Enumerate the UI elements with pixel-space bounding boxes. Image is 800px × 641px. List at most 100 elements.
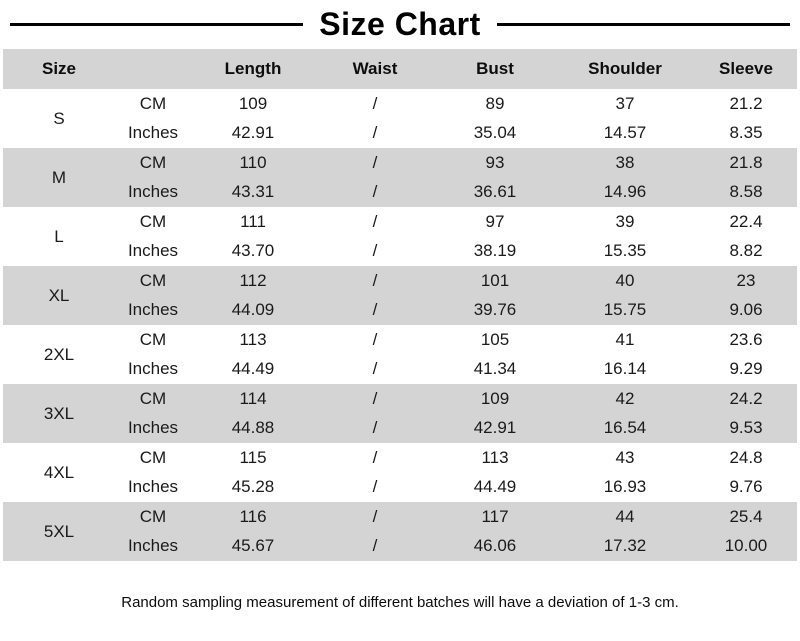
table-row: Inches 45.67/46.06 17.32 10.00: [3, 531, 797, 561]
table-row: 2XL CM 113/105 41 23.6: [3, 325, 797, 384]
measurement-value: 43.31: [191, 177, 315, 207]
unit-label-cm: CM: [115, 502, 191, 532]
measurement-value: 43.70: [191, 236, 315, 266]
measurement-value: 10.00: [695, 531, 797, 561]
measurement-value: /: [315, 472, 435, 502]
measurement-value: 42: [555, 384, 695, 414]
size-label: L: [3, 207, 115, 266]
measurement-value: 45.28: [191, 472, 315, 502]
table-row: L CM 111/97 39 22.4: [3, 207, 797, 266]
measurement-value: 21.8: [695, 148, 797, 178]
measurement-value: 97: [435, 207, 555, 237]
size-label: 3XL: [3, 384, 115, 443]
column-header-shoulder: Shoulder: [555, 49, 695, 89]
title-rule-right: [496, 23, 791, 26]
measurement-value: /: [315, 502, 435, 532]
measurement-value: /: [315, 354, 435, 384]
measurement-value: 8.82: [695, 236, 797, 266]
measurement-value: 23: [695, 266, 797, 296]
measurement-value: /: [315, 177, 435, 207]
measurement-value: 44.49: [435, 472, 555, 502]
title-rule-left: [10, 23, 304, 26]
unit-label-inches: Inches: [115, 472, 191, 502]
table-row: XL CM 112/101 40 23: [3, 266, 797, 325]
measurement-value: 44.49: [191, 354, 315, 384]
measurement-value: 41.34: [435, 354, 555, 384]
measurement-value: /: [315, 413, 435, 443]
unit-label-cm: CM: [115, 148, 191, 178]
measurement-value: 93: [435, 148, 555, 178]
measurement-value: 14.57: [555, 118, 695, 148]
measurement-value: 9.76: [695, 472, 797, 502]
unit-label-inches: Inches: [115, 295, 191, 325]
measurement-value: 41: [555, 325, 695, 355]
size-label: 5XL: [3, 502, 115, 561]
measurement-value: /: [315, 531, 435, 561]
measurement-value: 111: [191, 207, 315, 237]
measurement-value: 110: [191, 148, 315, 178]
unit-label-inches: Inches: [115, 177, 191, 207]
measurement-value: 9.29: [695, 354, 797, 384]
unit-label-inches: Inches: [115, 354, 191, 384]
column-header-size: Size: [3, 49, 115, 89]
measurement-value: /: [315, 236, 435, 266]
measurement-value: 38.19: [435, 236, 555, 266]
column-header-bust: Bust: [435, 49, 555, 89]
table-row: Inches 43.70/38.19 15.35 8.82: [3, 236, 797, 266]
table-header-row: Size Length Waist Bust Shoulder Sleeve: [3, 49, 797, 89]
measurement-value: 116: [191, 502, 315, 532]
table-row: S CM 109/89 37 21.2: [3, 89, 797, 148]
table-row: Inches 43.31/36.61 14.96 8.58: [3, 177, 797, 207]
measurement-value: 15.75: [555, 295, 695, 325]
measurement-value: 24.2: [695, 384, 797, 414]
column-header-sleeve: Sleeve: [695, 49, 797, 89]
measurement-value: 114: [191, 384, 315, 414]
column-header-unit: [115, 49, 191, 89]
page-title: Size Chart: [319, 6, 481, 42]
table-row: Inches 44.09/39.76 15.75 9.06: [3, 295, 797, 325]
unit-label-inches: Inches: [115, 236, 191, 266]
size-label: S: [3, 89, 115, 148]
measurement-value: /: [315, 118, 435, 148]
measurement-value: 113: [191, 325, 315, 355]
measurement-value: 105: [435, 325, 555, 355]
measurement-value: 44.88: [191, 413, 315, 443]
unit-label-cm: CM: [115, 207, 191, 237]
measurement-value: 117: [435, 502, 555, 532]
table-row: 3XL CM 114/109 42 24.2: [3, 384, 797, 443]
measurement-value: 21.2: [695, 89, 797, 119]
table-row: Inches 42.91/35.04 14.57 8.35: [3, 118, 797, 148]
column-header-waist: Waist: [315, 49, 435, 89]
measurement-value: 42.91: [191, 118, 315, 148]
table-row: Inches 44.88/42.91 16.54 9.53: [3, 413, 797, 443]
measurement-value: 16.93: [555, 472, 695, 502]
size-table-body: S CM 109/89 37 21.2 Inches 42.91/35.04 14.57 8.3…: [3, 89, 797, 561]
measurement-value: 25.4: [695, 502, 797, 532]
table-row: Inches 45.28/44.49 16.93 9.76: [3, 472, 797, 502]
deviation-note: Random sampling measurement of different…: [121, 594, 679, 611]
size-label: M: [3, 148, 115, 207]
measurement-value: 8.58: [695, 177, 797, 207]
measurement-value: 101: [435, 266, 555, 296]
measurement-value: 16.14: [555, 354, 695, 384]
measurement-value: 109: [191, 89, 315, 119]
measurement-value: 8.35: [695, 118, 797, 148]
measurement-value: /: [315, 207, 435, 237]
column-header-length: Length: [191, 49, 315, 89]
size-label: XL: [3, 266, 115, 325]
measurement-value: 37: [555, 89, 695, 119]
measurement-value: 44: [555, 502, 695, 532]
measurement-value: 15.35: [555, 236, 695, 266]
measurement-value: 89: [435, 89, 555, 119]
measurement-value: /: [315, 443, 435, 473]
unit-label-cm: CM: [115, 89, 191, 119]
measurement-value: /: [315, 325, 435, 355]
unit-label-inches: Inches: [115, 413, 191, 443]
measurement-value: 39: [555, 207, 695, 237]
measurement-value: 14.96: [555, 177, 695, 207]
measurement-value: 17.32: [555, 531, 695, 561]
measurement-value: 40: [555, 266, 695, 296]
unit-label-inches: Inches: [115, 531, 191, 561]
measurement-value: 35.04: [435, 118, 555, 148]
table-row: Inches 44.49/41.34 16.14 9.29: [3, 354, 797, 384]
